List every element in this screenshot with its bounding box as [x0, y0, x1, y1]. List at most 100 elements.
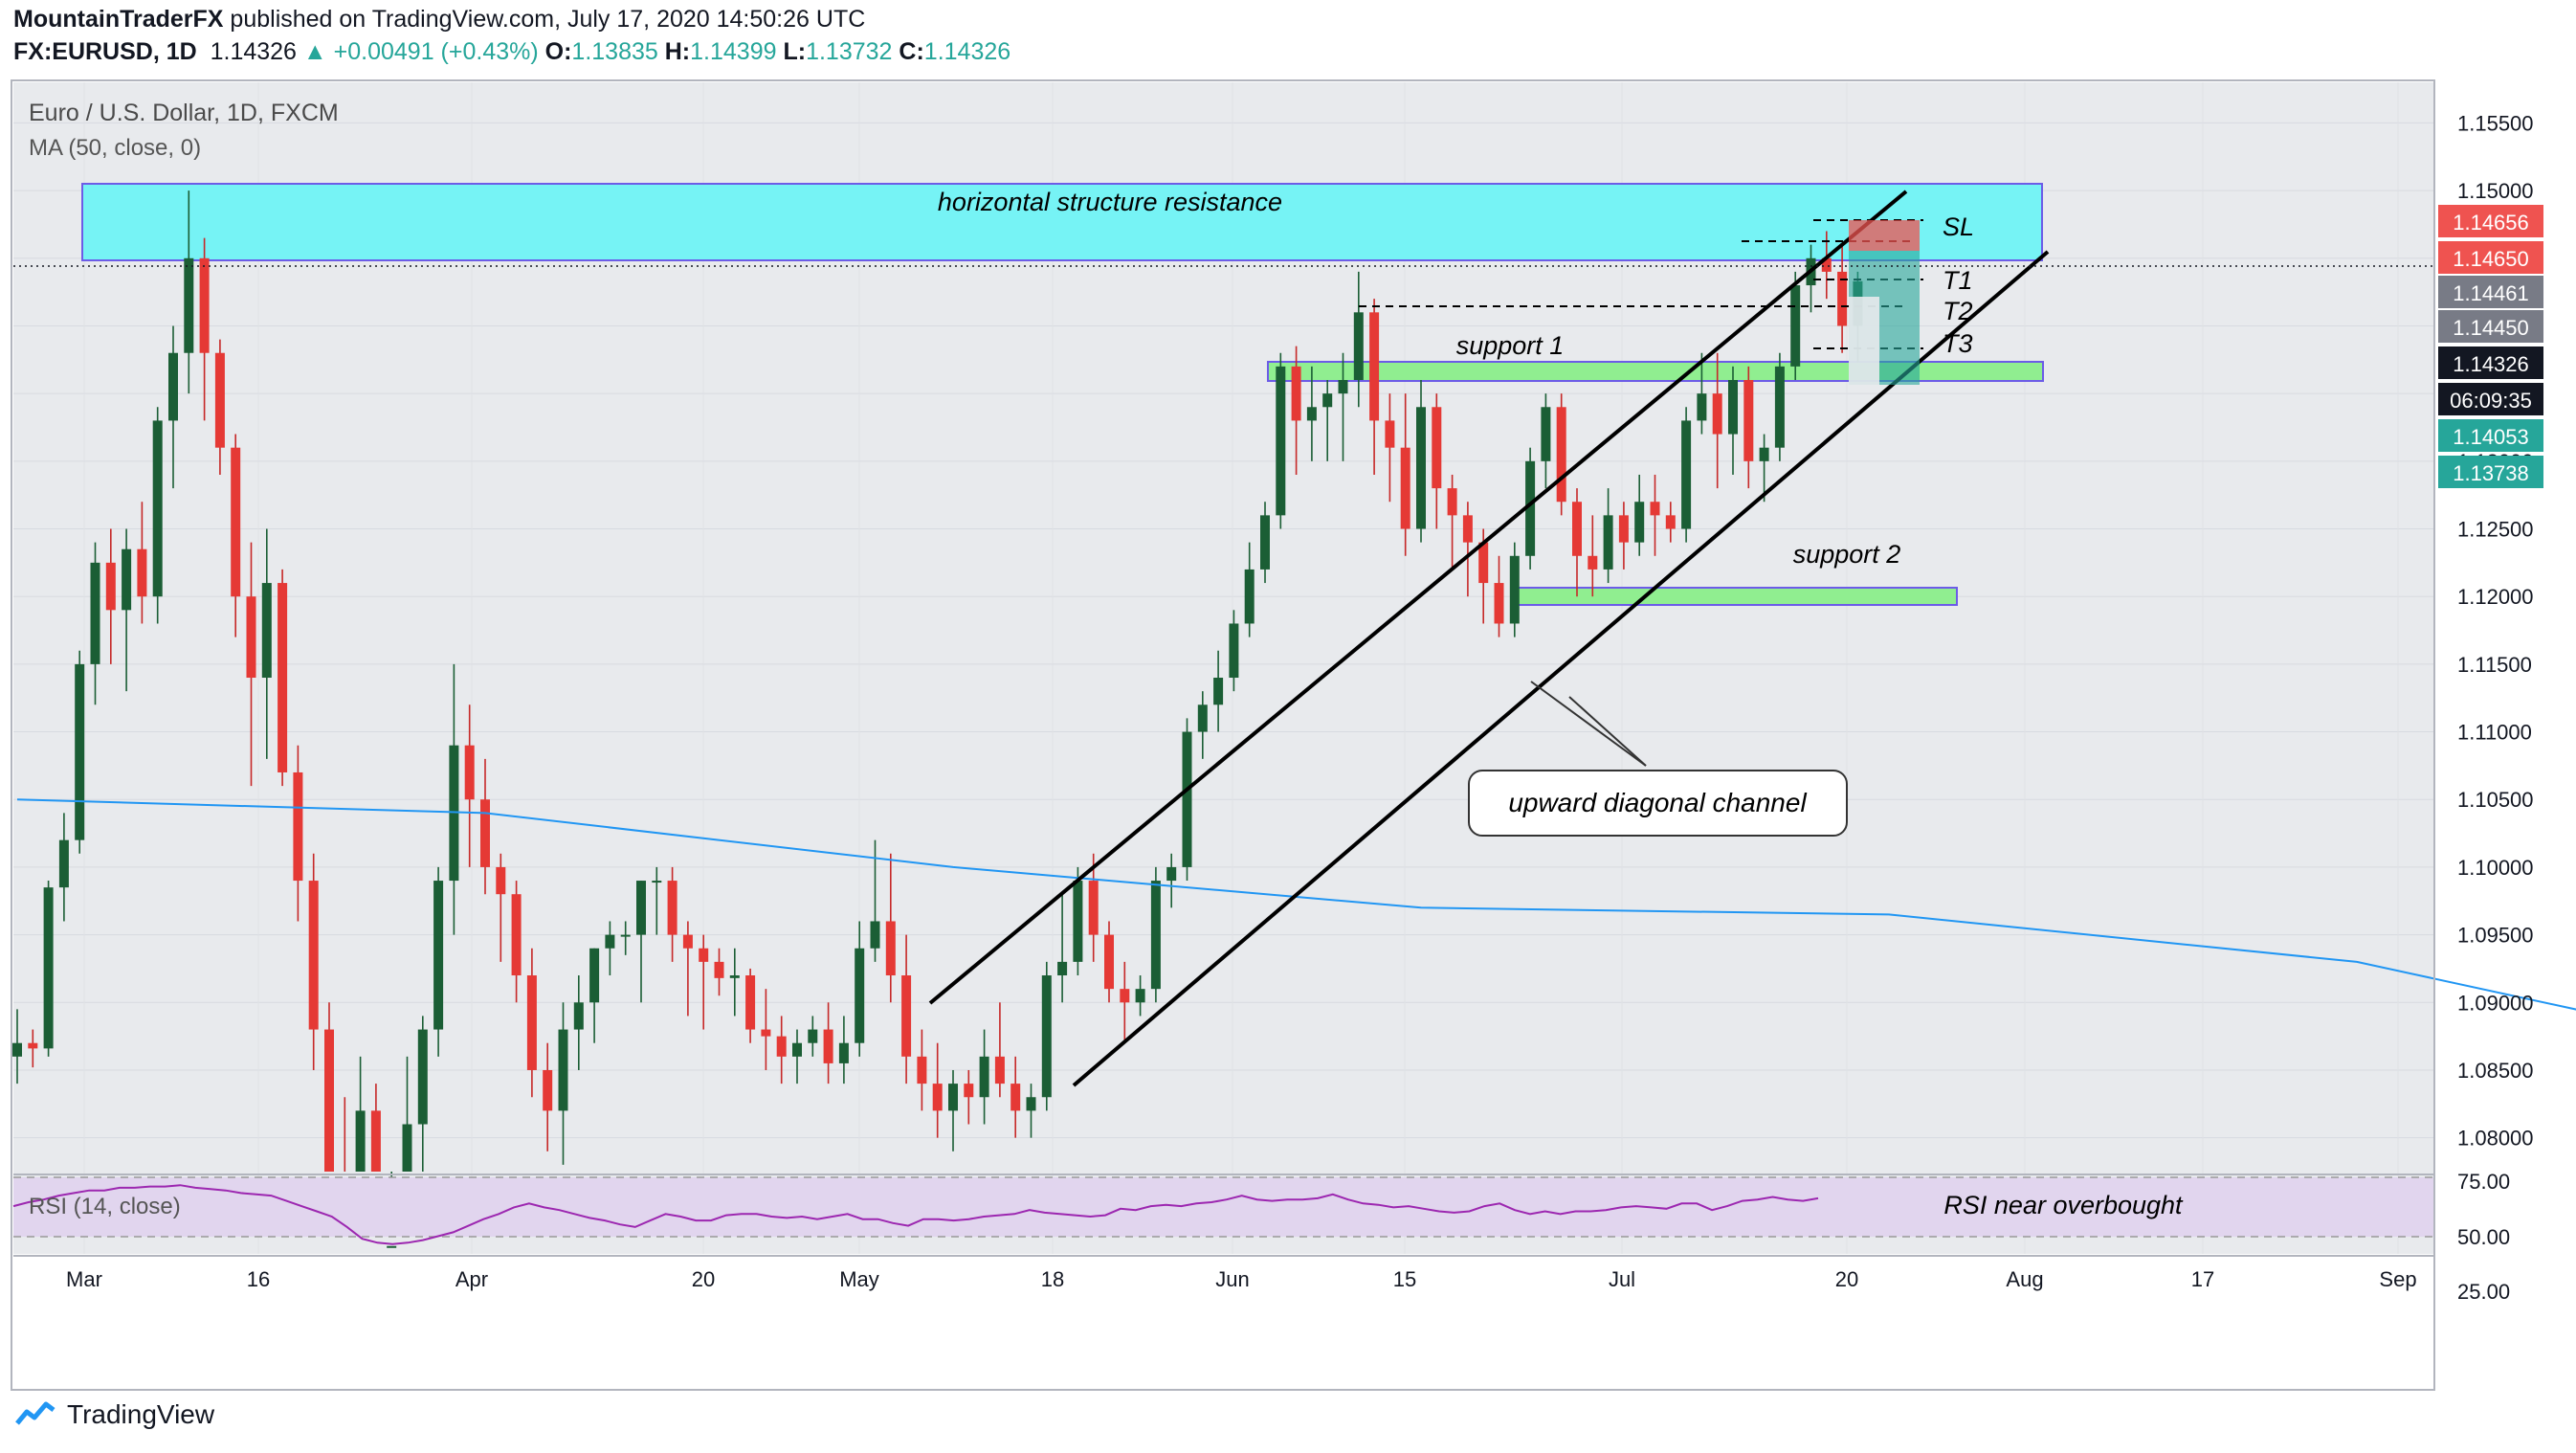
candle-body	[1790, 285, 1801, 367]
candle-body	[1541, 407, 1551, 461]
candle-body	[1478, 542, 1489, 584]
candle-body	[667, 881, 677, 935]
candle-body	[1135, 989, 1145, 1003]
last-price: 1.14326	[210, 38, 297, 65]
t3-label: T3	[1943, 329, 1973, 358]
candle-body	[870, 921, 880, 949]
rsi-line	[12, 1184, 1819, 1245]
candle-body	[1369, 312, 1380, 421]
candle-body	[496, 866, 506, 895]
y-tick-label: 1.08000	[2457, 1127, 2534, 1151]
candle-body	[464, 745, 475, 800]
candle-body	[1041, 975, 1052, 1098]
price-pane	[13, 82, 2434, 1254]
stop-loss-box	[1849, 220, 1920, 251]
y-tick-label: 1.11000	[2457, 721, 2532, 745]
publisher-line: MountainTraderFX published on TradingVie…	[13, 6, 865, 34]
channel-callout-line-1	[1530, 681, 1647, 767]
candle-body	[994, 1056, 1005, 1084]
candle-body	[699, 948, 709, 962]
candle-body	[1665, 515, 1676, 529]
rsi-annotation: RSI near overbought	[1943, 1191, 2184, 1219]
candle-body	[1057, 961, 1068, 976]
candle-body	[1588, 555, 1598, 570]
price-tag-box	[2438, 276, 2543, 308]
x-tick-label: 20	[1835, 1267, 1858, 1291]
x-tick-label: 17	[2191, 1267, 2214, 1291]
candle-body	[402, 1124, 412, 1172]
candle-body	[324, 1029, 334, 1172]
candle-body	[1166, 866, 1177, 882]
candle-body	[199, 257, 210, 353]
candle-body	[511, 894, 522, 976]
candle-body	[885, 921, 896, 976]
high-value: 1.14399	[690, 38, 777, 65]
candle-body	[1120, 989, 1130, 1003]
channel-label: upward diagonal channel	[1508, 788, 1807, 817]
candle-body	[168, 352, 178, 421]
candle-body	[1697, 393, 1707, 421]
resistance-zone	[81, 183, 2043, 261]
support2-zone	[1511, 587, 1958, 606]
tradingview-logo-icon[interactable]	[13, 1400, 57, 1429]
y-tick-label: 1.15000	[2457, 179, 2534, 203]
candle-body	[823, 1029, 833, 1063]
candle-body	[838, 1042, 849, 1063]
candle-body	[979, 1056, 989, 1098]
candle-body	[543, 1069, 553, 1111]
candle-body	[776, 1036, 787, 1057]
x-tick-label: 15	[1393, 1267, 1416, 1291]
candle-body	[761, 1029, 771, 1037]
candle-body	[1759, 447, 1769, 461]
y-tick-label: 1.10500	[2457, 788, 2534, 812]
price-tag-box	[2438, 419, 2543, 452]
channel-callout-line-2	[1568, 696, 1647, 767]
footer-brand[interactable]: TradingView	[67, 1399, 215, 1429]
candle-body	[278, 583, 288, 772]
candle-body	[636, 881, 646, 935]
author-name[interactable]: MountainTraderFX	[13, 6, 224, 33]
candle-body	[901, 975, 912, 1057]
ma-legend: MA (50, close, 0)	[29, 135, 201, 161]
price-tag-label: 1.14650	[2453, 247, 2529, 271]
candle-body	[1073, 881, 1083, 962]
candle-body	[714, 961, 724, 978]
candle-body	[1743, 380, 1754, 461]
rsi-tick-label: 25.00	[2457, 1280, 2510, 1304]
candle-body	[1432, 407, 1442, 489]
x-tick-label: May	[839, 1267, 879, 1291]
price-chart[interactable]: horizontal structure resistance support …	[0, 77, 2576, 1417]
candle-body	[573, 1002, 584, 1030]
candle-body	[246, 596, 256, 679]
candle-body	[1260, 515, 1270, 570]
resistance-label: horizontal structure resistance	[938, 188, 1282, 216]
candle-body	[1509, 555, 1520, 624]
ohlc-line: FX:EURUSD, 1D 1.14326 ▲ +0.00491 (+0.43%…	[13, 38, 1011, 65]
y-tick-label: 1.09500	[2457, 924, 2534, 948]
candle-body	[152, 420, 163, 597]
support1-zone	[1267, 361, 2044, 382]
candle-body	[214, 352, 225, 448]
candle-body	[729, 975, 740, 978]
channel-lower-line	[1072, 250, 2050, 1087]
candle-body	[855, 948, 865, 1043]
price-tag-label: 1.14326	[2453, 352, 2529, 376]
candle-body	[589, 948, 600, 1003]
candle-body	[1213, 678, 1224, 705]
y-tick-label: 1.11500	[2457, 653, 2532, 677]
candle-body	[231, 447, 241, 597]
price-tag-box	[2438, 346, 2543, 379]
candle-body	[652, 881, 662, 883]
x-tick-label: Sep	[2379, 1267, 2416, 1291]
y-tick-label: 1.09000	[2457, 991, 2534, 1015]
candle-body	[90, 562, 100, 664]
price-tag-label: 1.14461	[2453, 281, 2529, 305]
candle-body	[964, 1084, 974, 1098]
candle-body	[1634, 502, 1645, 543]
price-tag-box	[2438, 456, 2543, 488]
price-tag-box	[2438, 310, 2543, 343]
price-tag-box	[2438, 241, 2543, 274]
price-tag-label: 06:09:35	[2450, 389, 2532, 413]
candle-body	[308, 881, 319, 1030]
rsi-tick-label: 50.00	[2457, 1225, 2510, 1249]
